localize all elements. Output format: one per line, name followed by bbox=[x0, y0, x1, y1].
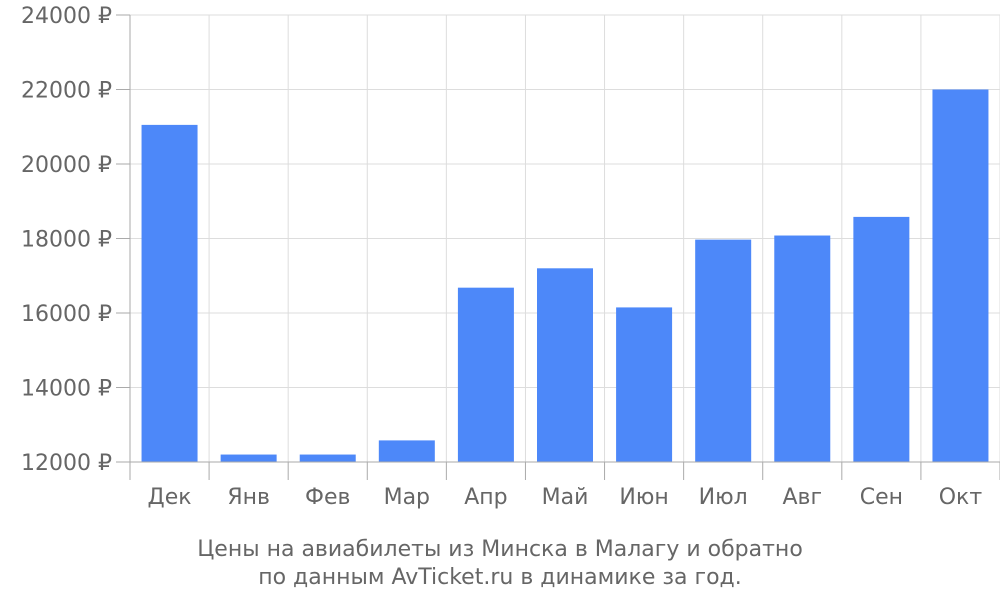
y-tick-label: 12000 ₽ bbox=[21, 451, 112, 476]
bar-Сен bbox=[853, 216, 910, 462]
bars bbox=[141, 89, 989, 462]
chart-caption-line-1: Цены на авиабилеты из Минска в Малагу и … bbox=[197, 537, 803, 562]
x-tick-label: Янв bbox=[227, 485, 270, 510]
x-tick-label: Авг bbox=[782, 485, 822, 510]
bar-Фев bbox=[299, 454, 356, 462]
x-tick-label: Апр bbox=[464, 485, 507, 510]
grid bbox=[130, 14, 1000, 463]
bar-Июл bbox=[695, 239, 752, 462]
bar-Мар bbox=[378, 440, 435, 462]
bar-Авг bbox=[774, 235, 831, 462]
x-tick-label: Июл bbox=[699, 485, 748, 510]
y-tick-label: 22000 ₽ bbox=[21, 79, 112, 104]
y-tick-label: 20000 ₽ bbox=[21, 153, 112, 178]
y-tick-label: 18000 ₽ bbox=[21, 228, 112, 253]
bar-Окт bbox=[932, 89, 989, 462]
bar-Янв bbox=[220, 454, 277, 462]
axes bbox=[116, 14, 1000, 480]
x-tick-label: Май bbox=[542, 485, 589, 510]
y-tick-label: 16000 ₽ bbox=[21, 302, 112, 327]
y-tick-label: 14000 ₽ bbox=[21, 377, 112, 402]
bar-Июн bbox=[616, 307, 673, 462]
bar-Апр bbox=[457, 287, 514, 462]
bar-Дек bbox=[141, 124, 198, 462]
x-tick-label: Фев bbox=[305, 485, 350, 510]
y-tick-label: 24000 ₽ bbox=[21, 4, 112, 29]
x-tick-label: Окт bbox=[939, 485, 983, 510]
x-tick-label: Дек bbox=[148, 485, 192, 510]
bar-Май bbox=[537, 268, 593, 462]
tick-labels: 12000 ₽ 14000 ₽ 16000 ₽ 18000 ₽ 20000 ₽ 22000… bbox=[21, 4, 982, 510]
chart-caption-line-2: по данным AvTicket.ru в динамике за год. bbox=[258, 565, 742, 590]
x-tick-label: Сен bbox=[860, 485, 903, 510]
x-tick-label: Мар bbox=[384, 485, 430, 510]
x-tick-label: Июн bbox=[619, 485, 668, 510]
